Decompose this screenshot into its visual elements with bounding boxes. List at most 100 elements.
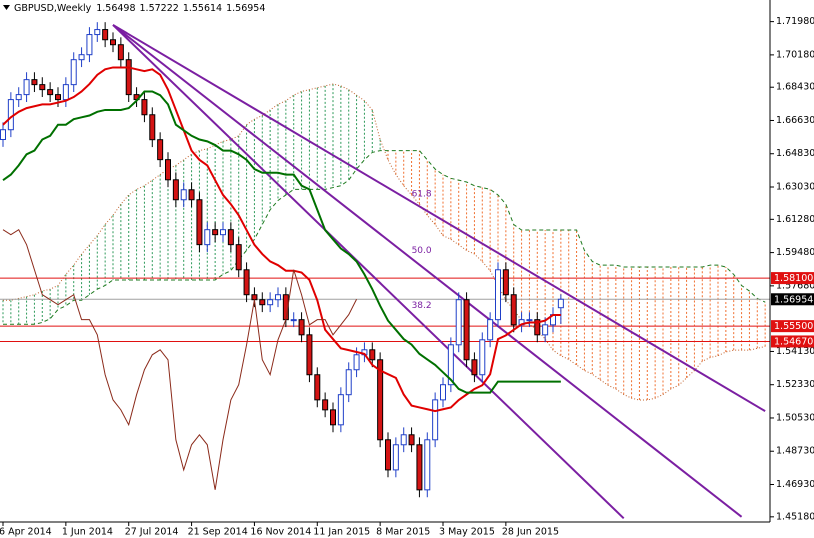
cloud-span <box>3 150 766 325</box>
close-price: 1.56954 <box>226 3 265 14</box>
candle-body <box>212 229 219 236</box>
price-level-label: 1.55500 <box>774 321 813 332</box>
candle-body <box>345 369 352 396</box>
price-level-box <box>771 335 814 348</box>
y-tick-label: 1.64830 <box>776 148 814 159</box>
x-tick-label: 11 Jan 2015 <box>313 527 370 538</box>
candle-body <box>110 39 116 46</box>
candle-body <box>447 344 454 386</box>
x-tick-label: 16 Nov 2014 <box>250 527 311 538</box>
cloud-span <box>3 83 766 401</box>
candle-body <box>251 294 258 301</box>
candle-body <box>510 294 517 326</box>
candle-body <box>102 29 109 41</box>
chart-header: GBPUSD,Weekly 1.56498 1.57222 1.55614 1.5695… <box>14 3 265 14</box>
x-tick-label: 1 Jun 2014 <box>62 527 113 538</box>
candle-body <box>94 29 101 36</box>
candle-body <box>141 99 148 116</box>
fib-fan-line <box>112 24 625 520</box>
candle-body <box>0 129 6 141</box>
candle-body <box>117 44 124 61</box>
y-tick-label: 1.52330 <box>776 379 814 390</box>
y-tick-label: 1.70180 <box>776 49 814 60</box>
candle-body <box>424 439 431 491</box>
x-tick-label: 3 May 2015 <box>439 527 495 538</box>
candle-body <box>353 354 360 371</box>
candle-body <box>70 59 77 86</box>
candle-body <box>220 229 226 236</box>
candle-body <box>542 324 549 336</box>
y-tick-label: 1.63030 <box>776 181 814 192</box>
price-level-label: 1.56954 <box>774 294 813 305</box>
candle-body <box>400 434 407 446</box>
candle-body <box>235 244 242 271</box>
fib-fan-line <box>112 24 766 412</box>
x-tick-label: 21 Sep 2014 <box>188 527 248 538</box>
y-tick-label: 1.48730 <box>776 446 814 457</box>
menu-arrow[interactable] <box>3 5 10 10</box>
candle-body <box>369 349 376 361</box>
candle-body <box>471 359 478 376</box>
price-level-box <box>771 293 814 306</box>
x-tick-label: 8 Mar 2015 <box>376 527 430 538</box>
y-tick-label: 1.68430 <box>776 82 814 93</box>
chart-title: GBPUSD,Weekly <box>14 3 92 14</box>
candle-body <box>227 229 234 246</box>
candle-body <box>125 59 132 96</box>
candle-body <box>157 139 164 161</box>
indicator-line <box>2 228 358 490</box>
candle-body <box>557 298 564 309</box>
candle-body <box>62 84 69 101</box>
price-level-label: 1.54670 <box>774 336 813 347</box>
candle-body <box>337 394 344 426</box>
candle-body <box>298 319 305 336</box>
x-tick-label: 28 Jun 2015 <box>502 527 559 538</box>
candle-body <box>306 334 313 376</box>
fib-level-label: 50.0 <box>412 246 432 256</box>
candle-body <box>23 79 30 96</box>
candle-body <box>149 114 156 141</box>
y-tick-label: 1.57680 <box>776 280 814 291</box>
candle-body <box>487 319 494 341</box>
candle-body <box>322 399 329 411</box>
candle-body <box>15 94 22 101</box>
candle-body <box>314 374 321 401</box>
price-level-box <box>771 320 814 333</box>
candle-body <box>330 409 336 426</box>
candle-body <box>31 79 38 86</box>
candle-body <box>432 399 439 441</box>
candle-body <box>440 384 446 401</box>
candle-body <box>204 229 211 246</box>
y-tick-label: 1.59480 <box>776 247 814 258</box>
y-tick-label: 1.71980 <box>776 16 814 27</box>
candle-body <box>180 189 187 201</box>
plot-area <box>0 22 770 520</box>
candle-body <box>275 294 281 301</box>
candle-body <box>188 189 195 201</box>
fib-fan-line <box>112 24 743 518</box>
y-tick-label: 1.45180 <box>776 511 814 522</box>
candle-body <box>243 269 250 296</box>
y-tick-label: 1.50530 <box>776 412 814 423</box>
candle-body <box>479 339 486 376</box>
candle-body <box>55 94 61 101</box>
candle-body <box>408 434 415 446</box>
high-price: 1.57222 <box>140 3 179 14</box>
price-level-label: 1.58100 <box>774 273 813 284</box>
y-tick-label: 1.66630 <box>776 115 814 126</box>
indicator-line <box>2 90 561 394</box>
candle-body <box>416 444 423 491</box>
candle-body <box>259 299 266 306</box>
candle-body <box>526 319 533 322</box>
candle-body <box>290 319 297 322</box>
candle-body <box>86 34 93 56</box>
y-tick-label: 1.61280 <box>776 214 814 225</box>
candle-body <box>502 269 509 296</box>
candle-body <box>196 199 203 246</box>
fib-level-label: 61.8 <box>412 189 432 199</box>
open-price: 1.56498 <box>96 3 135 14</box>
candle-body <box>172 179 179 201</box>
candle-body <box>385 439 391 471</box>
